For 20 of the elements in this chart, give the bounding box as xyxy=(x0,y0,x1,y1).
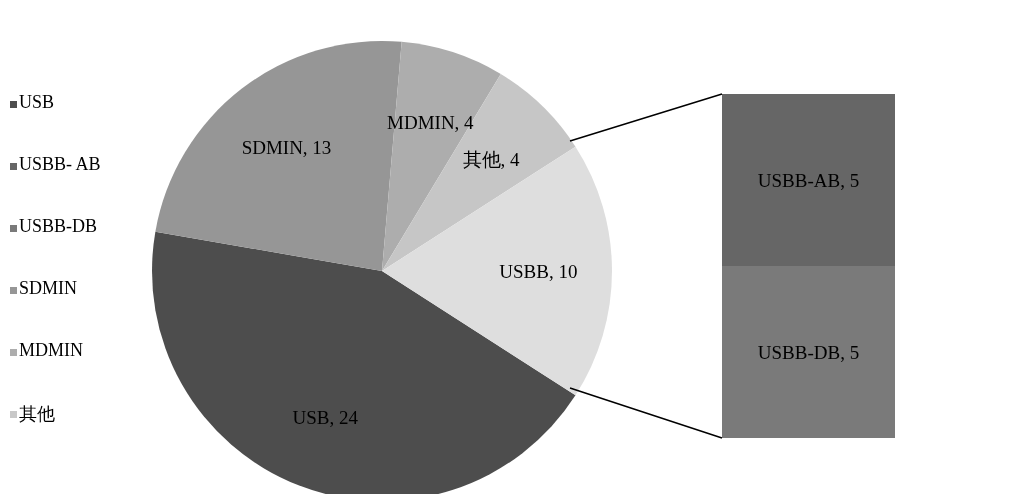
data-label: , 24 xyxy=(329,406,359,428)
legend-label: USB xyxy=(19,92,55,113)
slice-label: USBB xyxy=(499,260,549,282)
series-label: USBB-AB xyxy=(757,169,841,191)
data-label: , 4 xyxy=(454,111,475,133)
slice-label: MDMIN xyxy=(387,111,455,133)
data-label: , 13 xyxy=(302,136,332,158)
slice-label: SDMIN xyxy=(241,136,304,158)
legend-label: 其他 xyxy=(19,403,55,426)
legend-label: USBB-DB xyxy=(19,216,98,237)
legend-label: USBB- AB xyxy=(19,154,101,175)
data-label: , 5 xyxy=(840,169,860,191)
data-label: , 10 xyxy=(548,260,578,282)
data-label: , 5 xyxy=(840,341,860,363)
legend-label: SDMIN xyxy=(19,278,78,299)
slice-label: 其他 xyxy=(462,148,501,170)
slice-label: USB xyxy=(292,406,330,428)
legend-label: MDMIN xyxy=(19,340,84,361)
data-label: , 4 xyxy=(500,148,520,170)
series-label: USBB-DB xyxy=(757,341,841,363)
